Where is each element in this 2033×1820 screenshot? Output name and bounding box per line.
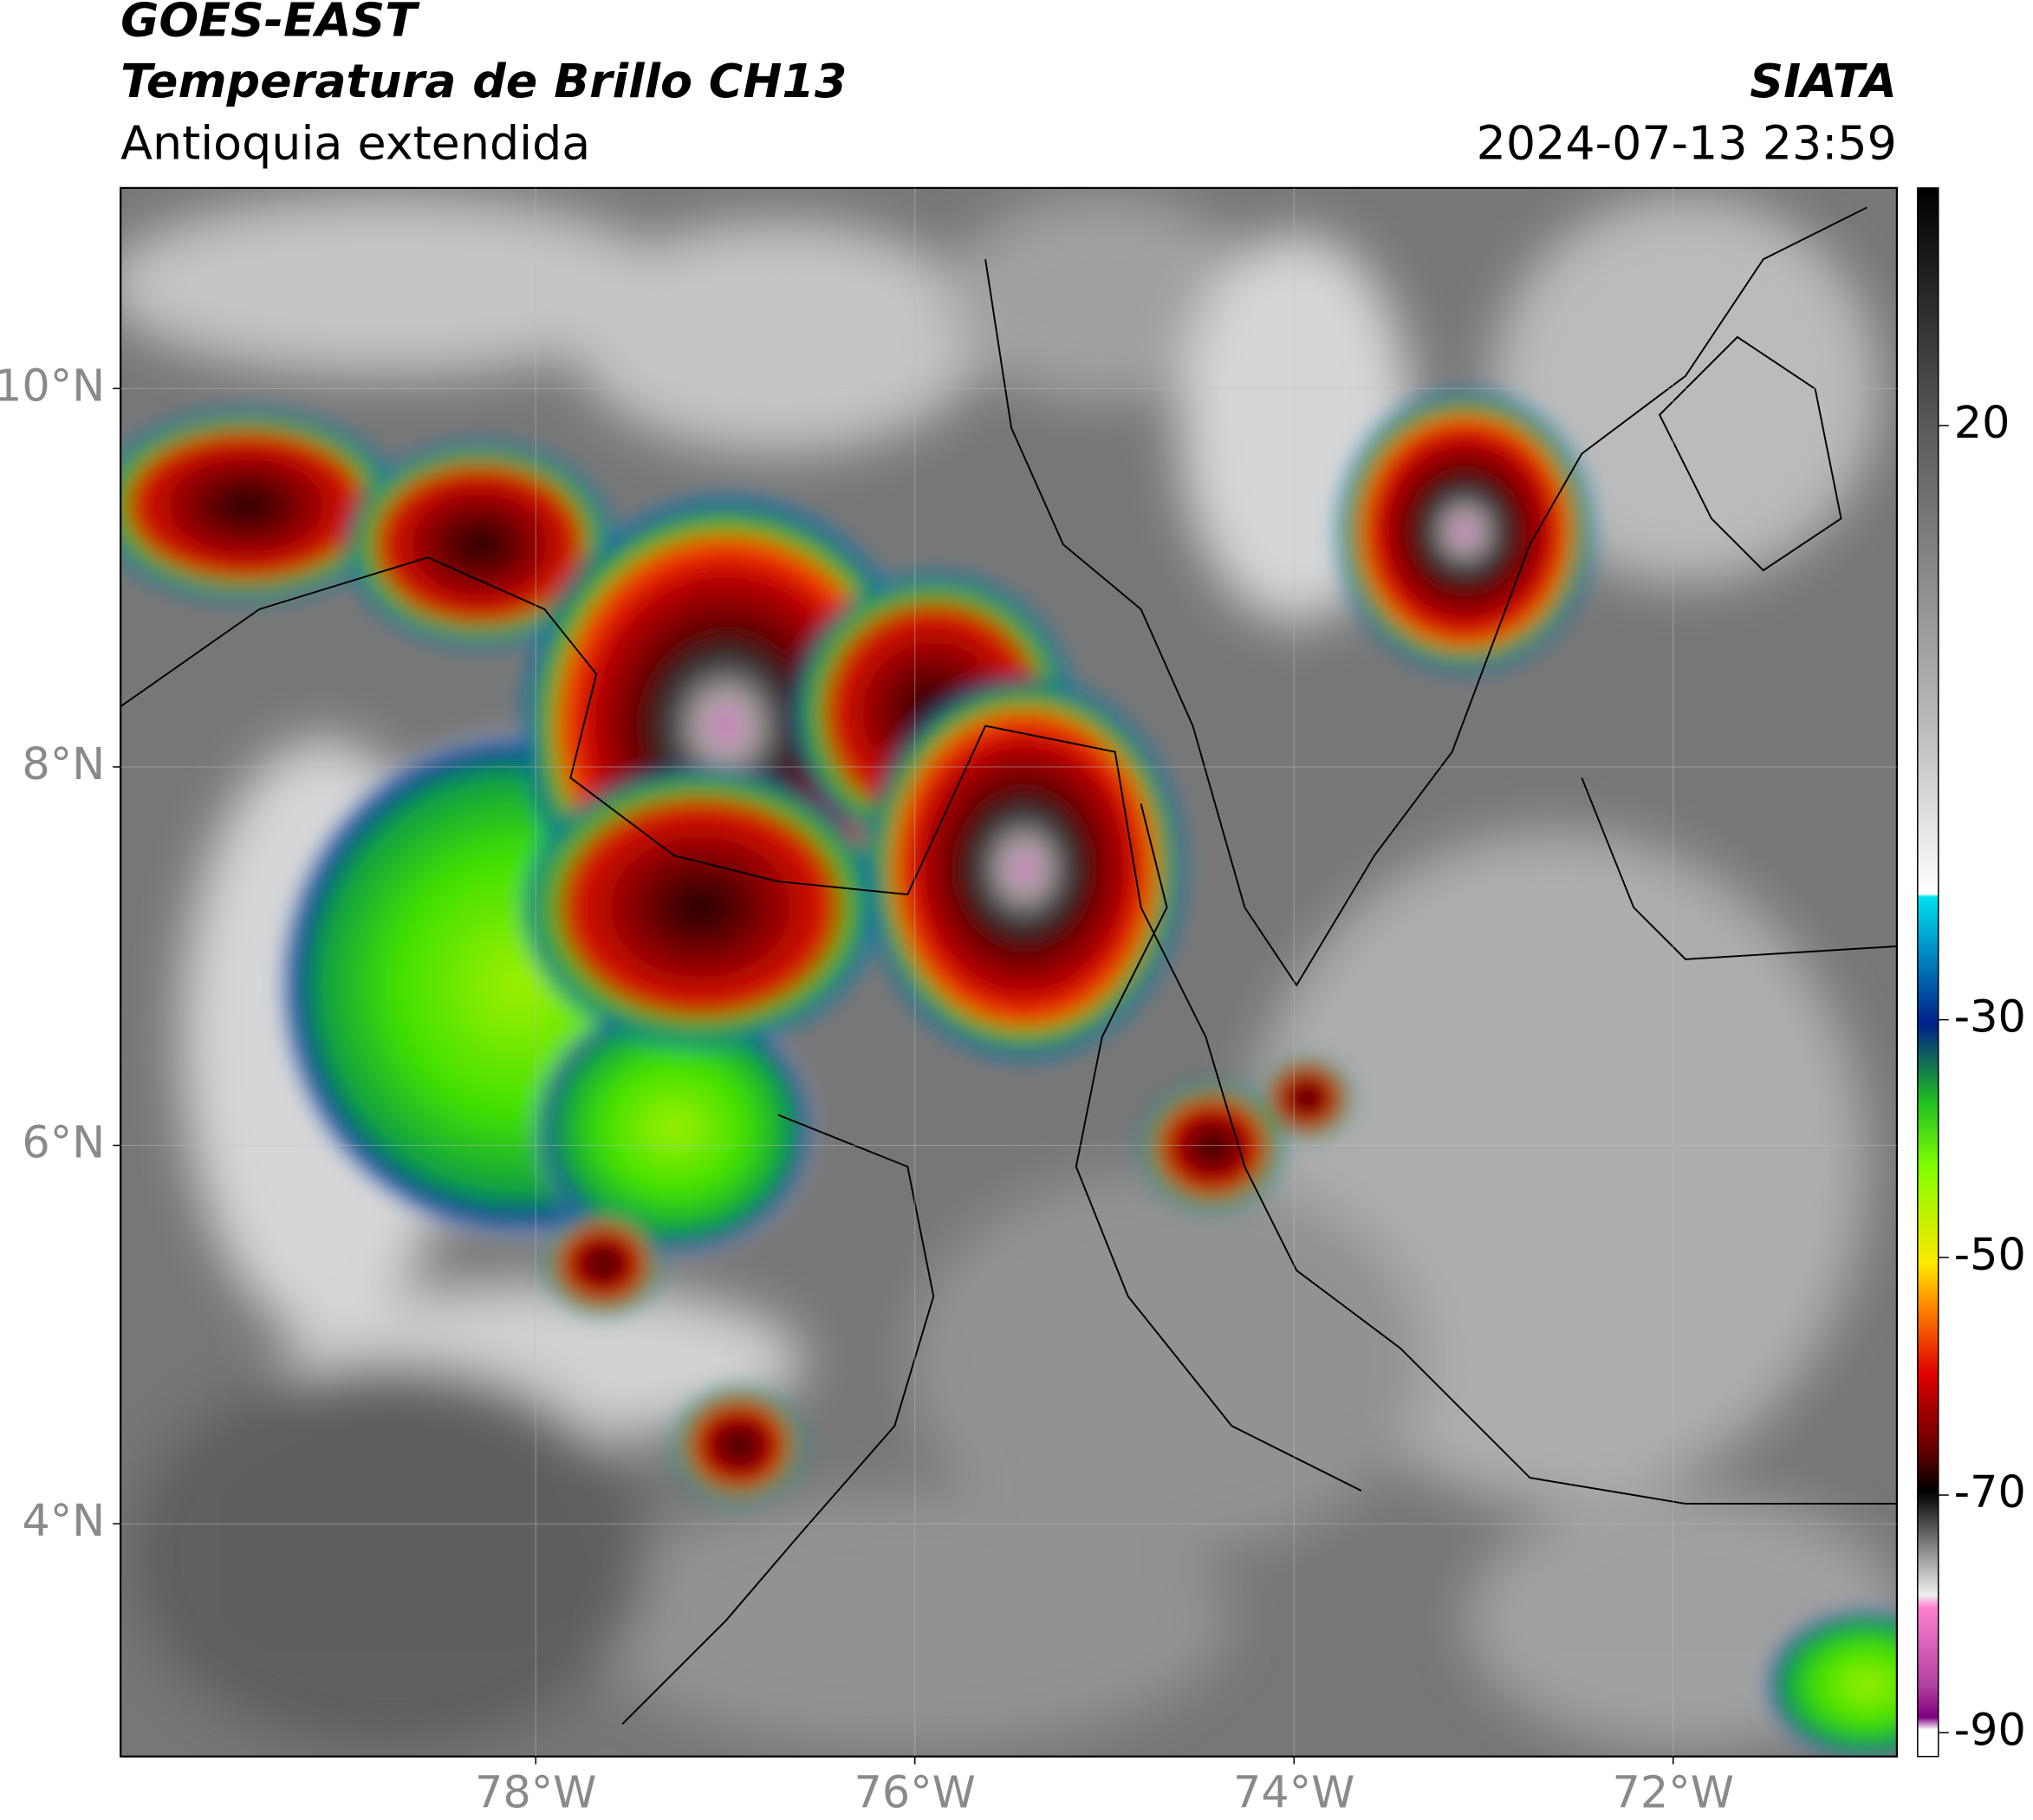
- y-tick-label: 10°N: [0, 360, 105, 411]
- y-tick-label: 6°N: [22, 1117, 105, 1168]
- y-tick-label: 4°N: [22, 1495, 105, 1546]
- source: SIATA: [1750, 54, 1897, 108]
- subtitle: Temperatura de Brillo CH13: [120, 54, 847, 108]
- satellite-image: [120, 187, 1897, 1757]
- x-tick-label: 78°W: [475, 1767, 596, 1818]
- borders: [120, 206, 1897, 1726]
- x-tick-label: 72°W: [1613, 1767, 1734, 1818]
- region: Antioquia extendida: [120, 116, 590, 171]
- map-frame: [120, 186, 1899, 1758]
- x-tick-label: 76°W: [854, 1767, 976, 1818]
- colorbar: [1917, 187, 1939, 1758]
- colorbar-tick-label: -70: [1954, 1466, 2026, 1518]
- colorbar-tick-label: -30: [1954, 991, 2026, 1043]
- title: GOES-EAST: [120, 0, 420, 48]
- y-tick-label: 8°N: [22, 738, 105, 790]
- colorbar-tick-label: 20: [1954, 397, 2010, 448]
- x-tick-label: 74°W: [1233, 1767, 1354, 1818]
- colorbar-tick-label: -90: [1954, 1704, 2026, 1755]
- colorbar-tick-label: -50: [1954, 1229, 2026, 1280]
- timestamp: 2024-07-13 23:59: [1477, 116, 1897, 171]
